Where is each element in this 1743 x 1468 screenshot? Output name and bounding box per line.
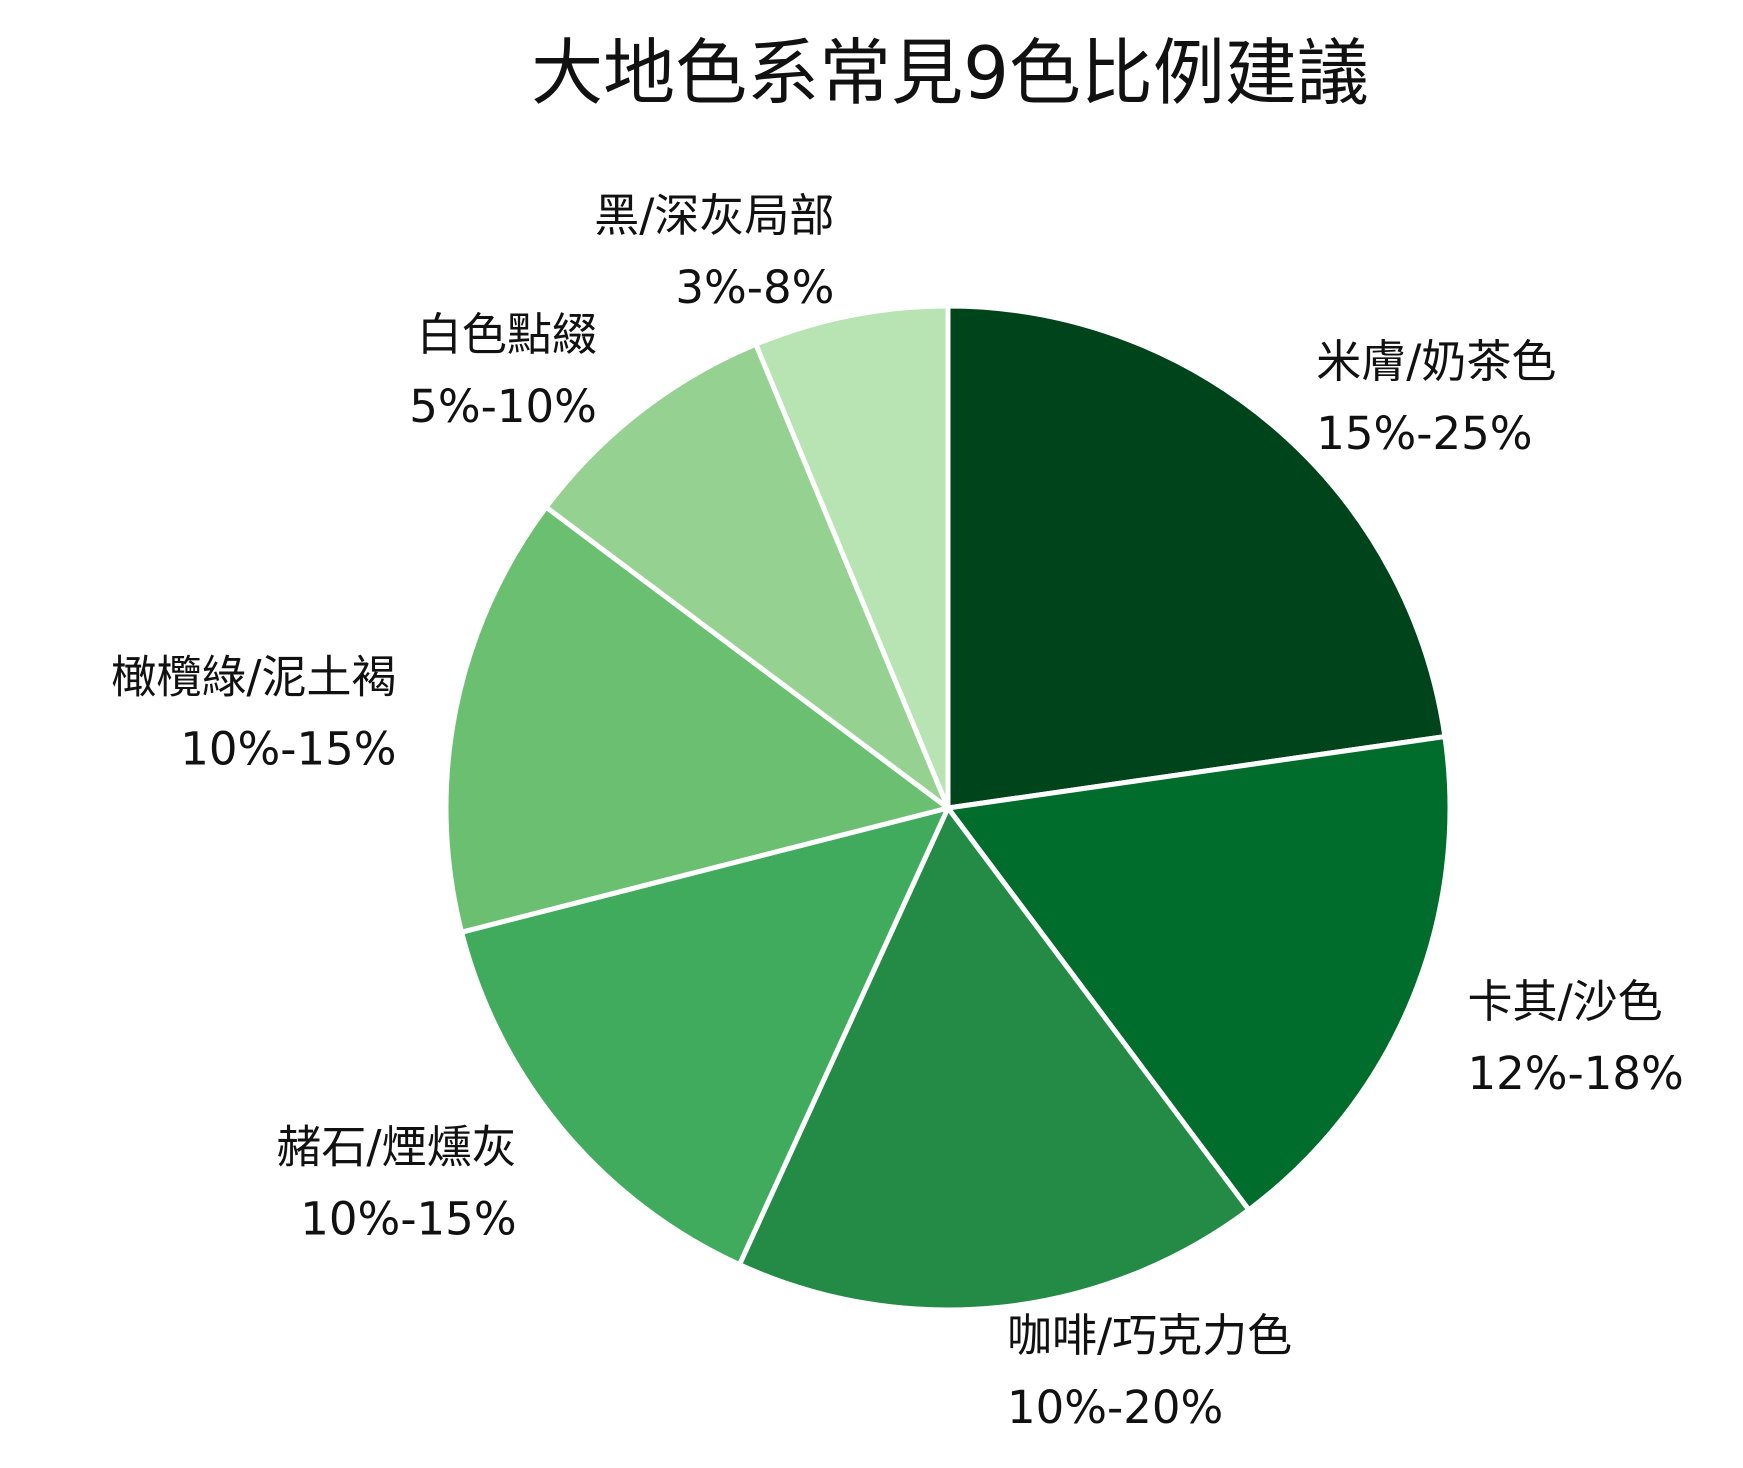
pie-slice xyxy=(736,805,1252,1313)
slice-label: 米膚/奶茶色 xyxy=(1316,335,1556,388)
pie-slice xyxy=(945,303,1448,811)
slice-range-label: 10%-20% xyxy=(1007,1381,1223,1434)
slice-range-label: 3%-8% xyxy=(675,261,834,314)
pie-labels: 米膚/奶茶色 15%-25% 卡其/沙色 12%-18% 咖啡/巧克力色 10%-20% 赭… xyxy=(111,189,1683,1434)
slice-range-label: 10%-15% xyxy=(180,722,396,775)
chart-title: 大地色系常見9色比例建議 xyxy=(531,31,1369,115)
slice-range-label: 10%-15% xyxy=(300,1193,516,1246)
pie-slice xyxy=(443,504,951,935)
slice-range-label: 15%-25% xyxy=(1316,407,1532,460)
pie-slice xyxy=(945,734,1453,1213)
pie-slice xyxy=(459,805,951,1268)
slice-range-label: 5%-10% xyxy=(409,380,597,433)
pie-slice xyxy=(543,341,951,811)
pie-slices xyxy=(443,303,1453,1313)
slice-label: 卡其/沙色 xyxy=(1467,975,1662,1028)
slice-label: 白色點綴 xyxy=(417,308,597,361)
slice-label: 橄欖綠/泥土褐 xyxy=(111,650,396,703)
slice-range-label: 12%-18% xyxy=(1467,1047,1683,1100)
slice-label: 咖啡/巧克力色 xyxy=(1007,1309,1292,1362)
slice-label: 赭石/煙燻灰 xyxy=(276,1121,516,1174)
pie-slice xyxy=(753,303,951,811)
slice-label: 黑/深灰局部 xyxy=(594,189,834,242)
